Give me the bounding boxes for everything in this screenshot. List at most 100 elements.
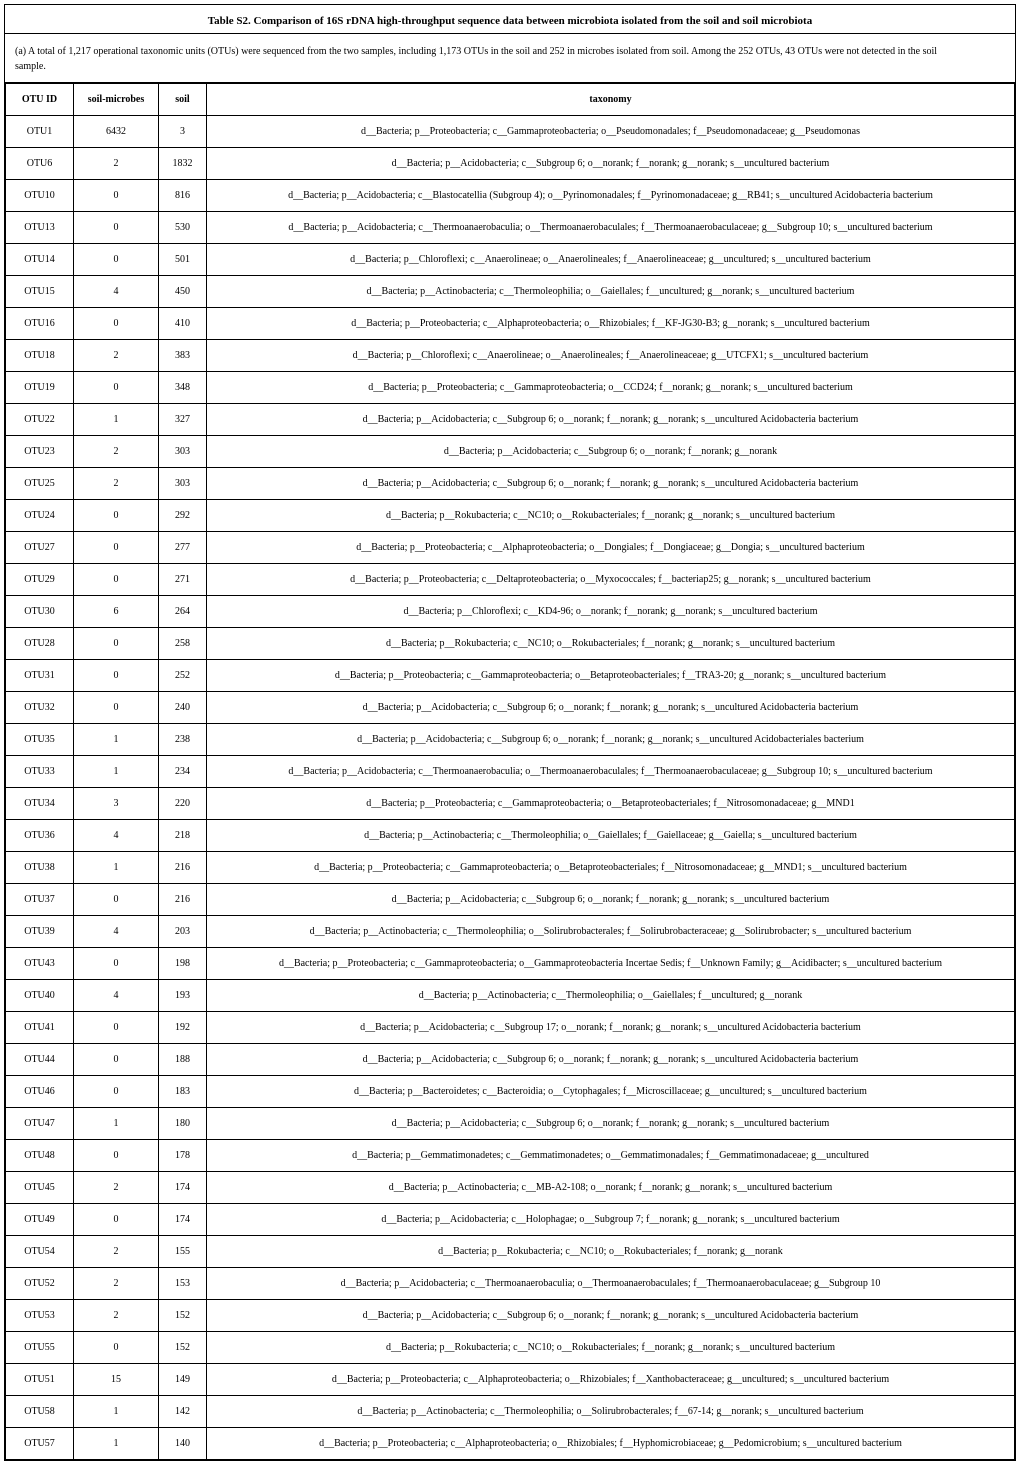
- table-row: OTU460183d__Bacteria; p__Bacteroidetes; …: [6, 1076, 1015, 1108]
- cell-soil-microbes: 6: [74, 596, 159, 628]
- cell-taxonomy: d__Bacteria; p__Actinobacteria; c__Therm…: [207, 1396, 1015, 1428]
- cell-otu-id: OTU53: [6, 1300, 74, 1332]
- cell-taxonomy: d__Bacteria; p__Acidobacteria; c__Subgro…: [207, 1012, 1015, 1044]
- cell-soil: 410: [159, 308, 207, 340]
- cell-otu-id: OTU41: [6, 1012, 74, 1044]
- table-row: OTU331234d__Bacteria; p__Acidobacteria; …: [6, 756, 1015, 788]
- cell-otu-id: OTU18: [6, 340, 74, 372]
- cell-soil-microbes: 1: [74, 1108, 159, 1140]
- cell-soil-microbes: 0: [74, 884, 159, 916]
- table-row: OTU306264d__Bacteria; p__Chloroflexi; c_…: [6, 596, 1015, 628]
- cell-taxonomy: d__Bacteria; p__Proteobacteria; c__Gamma…: [207, 788, 1015, 820]
- cell-soil: 193: [159, 980, 207, 1012]
- cell-soil: 348: [159, 372, 207, 404]
- cell-otu-id: OTU46: [6, 1076, 74, 1108]
- cell-otu-id: OTU23: [6, 436, 74, 468]
- cell-otu-id: OTU28: [6, 628, 74, 660]
- table-row: OTU490174d__Bacteria; p__Acidobacteria; …: [6, 1204, 1015, 1236]
- cell-soil-microbes: 4: [74, 276, 159, 308]
- cell-soil-microbes: 1: [74, 756, 159, 788]
- table-row: OTU351238d__Bacteria; p__Acidobacteria; …: [6, 724, 1015, 756]
- cell-taxonomy: d__Bacteria; p__Acidobacteria; c__Subgro…: [207, 692, 1015, 724]
- cell-otu-id: OTU35: [6, 724, 74, 756]
- cell-soil: 155: [159, 1236, 207, 1268]
- cell-taxonomy: d__Bacteria; p__Gemmatimonadetes; c__Gem…: [207, 1140, 1015, 1172]
- cell-soil: 180: [159, 1108, 207, 1140]
- table-row: OTU164323d__Bacteria; p__Proteobacteria;…: [6, 116, 1015, 148]
- cell-taxonomy: d__Bacteria; p__Bacteroidetes; c__Bacter…: [207, 1076, 1015, 1108]
- table-row: OTU430198d__Bacteria; p__Proteobacteria;…: [6, 948, 1015, 980]
- cell-otu-id: OTU37: [6, 884, 74, 916]
- table-header-row: OTU ID soil-microbes soil taxonomy: [6, 84, 1015, 116]
- cell-taxonomy: d__Bacteria; p__Chloroflexi; c__Anaeroli…: [207, 244, 1015, 276]
- cell-soil-microbes: 0: [74, 948, 159, 980]
- cell-soil-microbes: 0: [74, 244, 159, 276]
- cell-otu-id: OTU57: [6, 1428, 74, 1460]
- cell-otu-id: OTU34: [6, 788, 74, 820]
- table-row: OTU160410d__Bacteria; p__Proteobacteria;…: [6, 308, 1015, 340]
- cell-taxonomy: d__Bacteria; p__Proteobacteria; c__Alpha…: [207, 308, 1015, 340]
- cell-soil-microbes: 0: [74, 500, 159, 532]
- cell-soil-microbes: 0: [74, 372, 159, 404]
- cell-otu-id: OTU27: [6, 532, 74, 564]
- table-row: OTU440188d__Bacteria; p__Acidobacteria; …: [6, 1044, 1015, 1076]
- header-otu-id: OTU ID: [6, 84, 74, 116]
- cell-soil-microbes: 2: [74, 468, 159, 500]
- table-row: OTU232303d__Bacteria; p__Acidobacteria; …: [6, 436, 1015, 468]
- cell-soil-microbes: 15: [74, 1364, 159, 1396]
- cell-otu-id: OTU51: [6, 1364, 74, 1396]
- table-row: OTU154450d__Bacteria; p__Actinobacteria;…: [6, 276, 1015, 308]
- cell-soil: 218: [159, 820, 207, 852]
- cell-soil-microbes: 0: [74, 1204, 159, 1236]
- cell-taxonomy: d__Bacteria; p__Chloroflexi; c__Anaeroli…: [207, 340, 1015, 372]
- cell-taxonomy: d__Bacteria; p__Acidobacteria; c__Subgro…: [207, 1108, 1015, 1140]
- table-container: Table S2. Comparison of 16S rDNA high-th…: [4, 4, 1016, 1461]
- cell-taxonomy: d__Bacteria; p__Actinobacteria; c__Therm…: [207, 916, 1015, 948]
- cell-soil: 192: [159, 1012, 207, 1044]
- cell-soil-microbes: 0: [74, 1076, 159, 1108]
- table-row: OTU522153d__Bacteria; p__Acidobacteria; …: [6, 1268, 1015, 1300]
- table-row: OTU290271d__Bacteria; p__Proteobacteria;…: [6, 564, 1015, 596]
- cell-soil: 303: [159, 468, 207, 500]
- header-soil: soil: [159, 84, 207, 116]
- cell-taxonomy: d__Bacteria; p__Actinobacteria; c__Therm…: [207, 820, 1015, 852]
- cell-soil: 140: [159, 1428, 207, 1460]
- table-row: OTU550152d__Bacteria; p__Rokubacteria; c…: [6, 1332, 1015, 1364]
- cell-otu-id: OTU30: [6, 596, 74, 628]
- cell-taxonomy: d__Bacteria; p__Rokubacteria; c__NC10; o…: [207, 500, 1015, 532]
- cell-soil-microbes: 0: [74, 1140, 159, 1172]
- cell-otu-id: OTU40: [6, 980, 74, 1012]
- table-row: OTU571140d__Bacteria; p__Proteobacteria;…: [6, 1428, 1015, 1460]
- cell-taxonomy: d__Bacteria; p__Acidobacteria; c__Subgro…: [207, 436, 1015, 468]
- table-row: OTU182383d__Bacteria; p__Chloroflexi; c_…: [6, 340, 1015, 372]
- table-row: OTU452174d__Bacteria; p__Actinobacteria;…: [6, 1172, 1015, 1204]
- cell-soil: 292: [159, 500, 207, 532]
- cell-otu-id: OTU6: [6, 148, 74, 180]
- table-row: OTU542155d__Bacteria; p__Rokubacteria; c…: [6, 1236, 1015, 1268]
- cell-soil: 183: [159, 1076, 207, 1108]
- cell-soil: 258: [159, 628, 207, 660]
- cell-soil-microbes: 4: [74, 916, 159, 948]
- cell-otu-id: OTU52: [6, 1268, 74, 1300]
- cell-taxonomy: d__Bacteria; p__Rokubacteria; c__NC10; o…: [207, 1236, 1015, 1268]
- table-row: OTU364218d__Bacteria; p__Actinobacteria;…: [6, 820, 1015, 852]
- cell-soil: 252: [159, 660, 207, 692]
- cell-soil: 174: [159, 1172, 207, 1204]
- cell-otu-id: OTU16: [6, 308, 74, 340]
- cell-soil: 501: [159, 244, 207, 276]
- cell-taxonomy: d__Bacteria; p__Acidobacteria; c__Subgro…: [207, 404, 1015, 436]
- cell-taxonomy: d__Bacteria; p__Actinobacteria; c__Therm…: [207, 980, 1015, 1012]
- cell-otu-id: OTU25: [6, 468, 74, 500]
- header-soil-microbes: soil-microbes: [74, 84, 159, 116]
- table-row: OTU404193d__Bacteria; p__Actinobacteria;…: [6, 980, 1015, 1012]
- cell-soil: 149: [159, 1364, 207, 1396]
- cell-soil-microbes: 6432: [74, 116, 159, 148]
- table-row: OTU532152d__Bacteria; p__Acidobacteria; …: [6, 1300, 1015, 1332]
- cell-taxonomy: d__Bacteria; p__Proteobacteria; c__Alpha…: [207, 1364, 1015, 1396]
- cell-soil: 153: [159, 1268, 207, 1300]
- cell-otu-id: OTU44: [6, 1044, 74, 1076]
- table-row: OTU100816d__Bacteria; p__Acidobacteria; …: [6, 180, 1015, 212]
- cell-soil: 450: [159, 276, 207, 308]
- cell-otu-id: OTU10: [6, 180, 74, 212]
- cell-otu-id: OTU48: [6, 1140, 74, 1172]
